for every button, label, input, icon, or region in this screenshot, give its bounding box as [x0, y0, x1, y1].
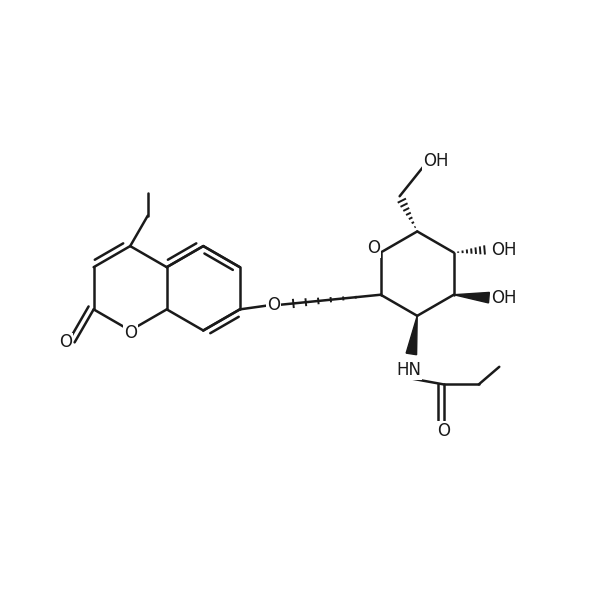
Text: O: O — [367, 239, 380, 257]
Polygon shape — [406, 316, 417, 355]
Text: OH: OH — [491, 289, 517, 307]
Text: O: O — [124, 325, 137, 343]
Text: O: O — [437, 422, 450, 440]
Text: O: O — [59, 334, 73, 352]
Text: OH: OH — [491, 241, 517, 259]
Polygon shape — [454, 292, 490, 303]
Text: O: O — [268, 296, 280, 314]
Text: OH: OH — [423, 152, 449, 170]
Text: HN: HN — [396, 361, 421, 379]
